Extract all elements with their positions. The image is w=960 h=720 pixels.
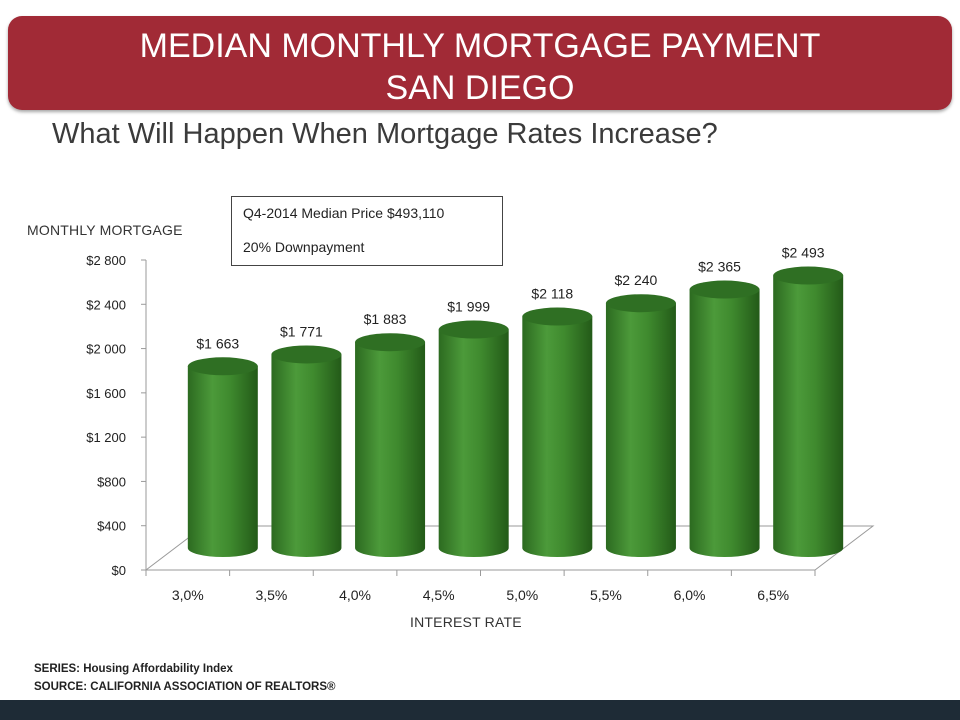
bar-top <box>773 266 844 285</box>
value-labels: $1 663 $1 771 $1 883 $1 999 $2 118 $2 240 $2 3… <box>196 245 824 352</box>
bottom-bar <box>0 700 960 720</box>
value-label: $1 883 <box>364 311 407 327</box>
x-axis-title: INTEREST RATE <box>410 614 522 630</box>
value-label: $1 999 <box>447 299 490 315</box>
bar-top <box>522 307 593 326</box>
subtitle: What Will Happen When Mortgage Rates Inc… <box>52 118 718 150</box>
y-tick-label: $1 600 <box>86 386 126 401</box>
y-tick-label: $2 400 <box>86 297 126 312</box>
y-tick-label: $400 <box>97 519 126 534</box>
chart-bars <box>187 266 844 557</box>
bar <box>438 320 509 557</box>
bar <box>271 345 342 557</box>
info-downpayment: 20% Downpayment <box>243 239 365 255</box>
value-label: $2 118 <box>531 286 573 302</box>
bar <box>522 307 593 557</box>
bar-body <box>271 354 342 557</box>
footer-source: SOURCE: CALIFORNIA ASSOCIATION OF REALTO… <box>34 681 336 693</box>
title-line-1: MEDIAN MONTHLY MORTGAGE PAYMENT <box>139 27 821 65</box>
value-label: $2 240 <box>615 272 658 288</box>
bar-top <box>355 333 426 352</box>
y-tick-label: $2 800 <box>86 253 126 268</box>
y-tick-label: $800 <box>97 474 126 489</box>
info-median-price: Q4-2014 Median Price $493,110 <box>243 205 445 221</box>
title-banner: MEDIAN MONTHLY MORTGAGE PAYMENT SAN DIEG… <box>8 16 952 110</box>
bar-top <box>271 345 342 364</box>
bar-top <box>689 280 760 299</box>
bar-top <box>187 357 258 376</box>
y-tick-label: $1 200 <box>86 430 126 445</box>
x-tick-label: 5,5% <box>590 587 622 603</box>
bar-top <box>438 320 509 339</box>
y-tick-label: $2 000 <box>86 342 126 357</box>
bar-body <box>355 342 426 557</box>
value-label: $1 771 <box>280 323 323 339</box>
y-axis-ticks: $0 $400 $800 $1 200 $1 600 $2 000 $2 400 $2 800 <box>86 253 146 578</box>
bar <box>355 333 426 557</box>
bar-body <box>438 329 509 557</box>
value-label: $2 493 <box>782 245 825 261</box>
x-tick-label: 5,0% <box>506 587 538 603</box>
x-tick-label: 3,5% <box>255 587 287 603</box>
value-label: $2 365 <box>698 259 741 275</box>
bar <box>689 280 760 557</box>
info-box: Q4-2014 Median Price $493,110 20% Downpa… <box>231 196 503 266</box>
y-axis-title: MONTHLY MORTGAGE <box>27 222 183 238</box>
value-label: $1 663 <box>196 335 239 351</box>
title-line-2: SAN DIEGO <box>385 69 575 107</box>
x-tick-label: 4,0% <box>339 587 371 603</box>
x-tick-label: 3,0% <box>172 587 204 603</box>
x-tick-label: 6,5% <box>757 587 789 603</box>
x-axis-ticks: 3,0% 3,5% 4,0% 4,5% 5,0% 5,5% 6,0% 6,5% <box>145 570 816 603</box>
y-tick-label: $0 <box>112 563 126 578</box>
bar <box>187 357 258 557</box>
bar-body <box>522 316 593 557</box>
bar-body <box>689 289 760 557</box>
bar-body <box>187 366 258 557</box>
bar <box>605 294 676 557</box>
bar <box>773 266 844 557</box>
bar-body <box>605 303 676 557</box>
footer-series: SERIES: Housing Affordability Index <box>34 663 233 675</box>
x-tick-label: 4,5% <box>423 587 455 603</box>
bar-top <box>605 294 676 313</box>
x-tick-label: 6,0% <box>674 587 706 603</box>
bar-body <box>773 275 844 557</box>
